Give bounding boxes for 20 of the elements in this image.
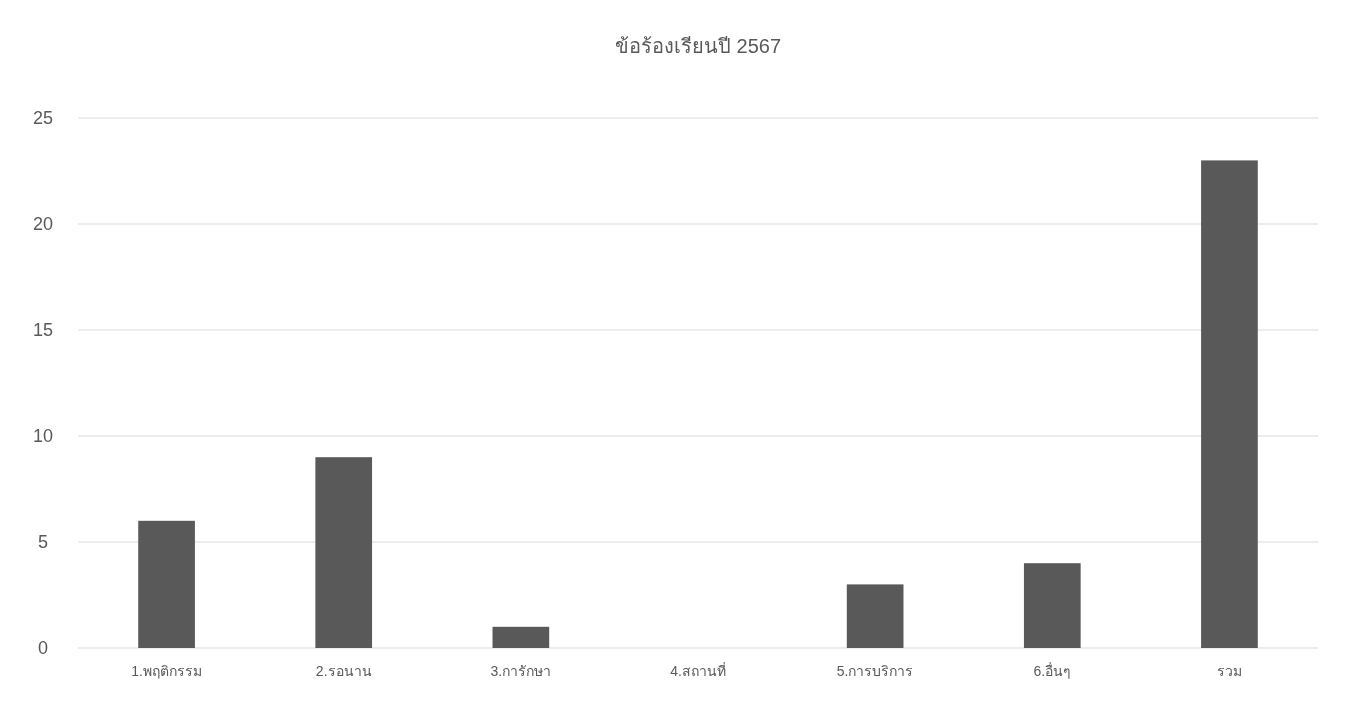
x-tick-label: 6.อื่นๆ <box>1033 662 1072 679</box>
x-tick-label: 2.รอนาน <box>315 663 372 679</box>
bar <box>492 626 550 648</box>
x-tick-label: 5.การบริการ <box>836 663 914 679</box>
x-tick-label: 3.การักษา <box>490 663 552 679</box>
x-tick-label: รวม <box>1216 663 1242 679</box>
bar <box>315 457 373 648</box>
bar <box>846 584 904 648</box>
bar <box>1201 160 1258 648</box>
y-tick-label: 15 <box>32 320 54 341</box>
y-tick-label: 0 <box>37 638 49 659</box>
bar <box>1023 563 1081 648</box>
y-tick-label: 25 <box>32 108 54 129</box>
x-tick-label: 4.สถานที่ <box>670 662 726 679</box>
y-tick-label: 20 <box>32 214 54 235</box>
chart-title: ข้อร้องเรียนปี 2567 <box>614 35 782 57</box>
bar <box>138 520 195 648</box>
y-tick-label: 5 <box>37 532 49 553</box>
x-tick-label: 1.พฤติกรรม <box>131 663 202 679</box>
y-tick-label: 10 <box>32 426 54 447</box>
